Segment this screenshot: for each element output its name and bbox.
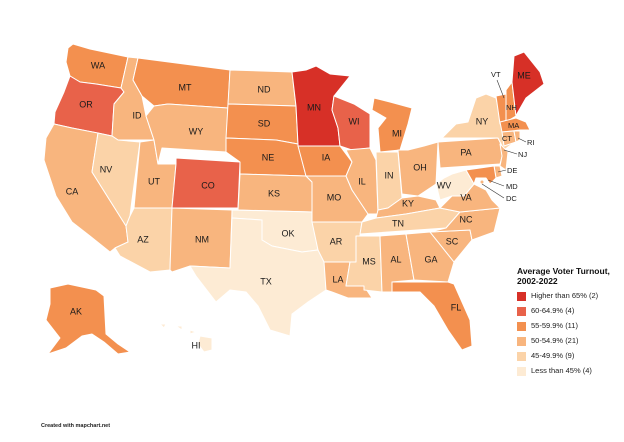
legend-title: Average Voter Turnout, 2002-2022 (517, 266, 610, 286)
state-tx[interactable] (189, 217, 327, 337)
state-mi[interactable] (371, 97, 413, 153)
label-ny: NY (476, 116, 489, 126)
label-md: MD (506, 182, 518, 191)
label-nd: ND (258, 84, 271, 94)
label-mo: MO (327, 192, 342, 202)
label-ca: CA (66, 186, 79, 196)
label-id: ID (133, 110, 143, 120)
label-al: AL (390, 254, 401, 264)
label-tn: TN (392, 218, 404, 228)
state-md[interactable] (465, 165, 497, 185)
legend-swatch (517, 352, 526, 361)
label-vt: VT (491, 70, 501, 79)
state-ut[interactable] (133, 139, 177, 209)
state-ak[interactable] (45, 283, 131, 355)
label-nv: NV (100, 164, 113, 174)
state-hi[interactable] (159, 323, 213, 353)
label-ky: KY (402, 198, 414, 208)
state-oh[interactable] (397, 141, 439, 197)
label-pa: PA (460, 147, 471, 157)
label-ne: NE (262, 152, 275, 162)
state-nv[interactable] (91, 132, 141, 227)
label-tx: TX (260, 276, 272, 286)
label-wy: WY (189, 126, 204, 136)
label-dc: DC (506, 194, 517, 203)
label-ia: IA (322, 152, 331, 162)
label-wi: WI (349, 116, 360, 126)
state-ga[interactable] (405, 231, 455, 283)
label-de: DE (507, 166, 517, 175)
legend-item: 50-54.9% (21) (517, 336, 621, 346)
state-co[interactable] (171, 157, 241, 209)
legend-item: 60-64.9% (4) (517, 306, 621, 316)
label-ok: OK (281, 228, 294, 238)
label-oh: OH (413, 162, 427, 172)
legend-label: Less than 45% (4) (531, 366, 592, 375)
label-nj: NJ (518, 150, 527, 159)
label-nh: NH (506, 103, 517, 112)
label-ks: KS (268, 188, 280, 198)
legend-item: 45-49.9% (9) (517, 351, 621, 361)
label-mi: MI (392, 128, 402, 138)
map-legend: Average Voter Turnout, 2002-2022 Higher … (517, 266, 621, 381)
label-sd: SD (258, 118, 271, 128)
state-fl[interactable] (391, 281, 473, 351)
label-ga: GA (424, 254, 437, 264)
label-nc: NC (460, 214, 473, 224)
label-ut: UT (148, 176, 160, 186)
label-mt: MT (179, 82, 192, 92)
state-ri[interactable] (513, 130, 521, 143)
label-az: AZ (137, 234, 149, 244)
legend-label: 60-64.9% (4) (531, 306, 575, 315)
legend-item: 55-59.9% (11) (517, 321, 621, 331)
credit-text: Created with mapchart.net (41, 423, 111, 429)
label-ri: RI (527, 138, 535, 147)
label-me: ME (517, 70, 531, 80)
label-co: CO (201, 180, 215, 190)
legend-item: Higher than 65% (2) (517, 291, 621, 301)
label-il: IL (358, 176, 366, 186)
legend-swatch (517, 322, 526, 331)
label-wv: WV (437, 180, 452, 190)
label-or: OR (79, 99, 93, 109)
state-il[interactable] (345, 147, 379, 215)
label-ct: CT (502, 134, 512, 143)
legend-items: Higher than 65% (2) 60-64.9% (4) 55-59.9… (517, 291, 621, 376)
label-nm: NM (195, 234, 209, 244)
legend-swatch (517, 367, 526, 376)
label-fl: FL (451, 302, 462, 312)
legend-item: Less than 45% (4) (517, 366, 621, 376)
label-hi: HI (192, 340, 201, 350)
state-wy[interactable] (145, 103, 229, 165)
legend-label: 50-54.9% (21) (531, 336, 579, 345)
legend-swatch (517, 292, 526, 301)
label-mn: MN (307, 102, 321, 112)
label-ar: AR (330, 236, 343, 246)
label-sc: SC (446, 236, 459, 246)
label-wa: WA (91, 60, 105, 70)
legend-label: Higher than 65% (2) (531, 291, 599, 300)
label-ak: AK (70, 306, 82, 316)
label-va: VA (460, 192, 471, 202)
legend-label: 55-59.9% (11) (531, 321, 578, 330)
legend-swatch (517, 307, 526, 316)
label-ma: MA (508, 121, 519, 130)
legend-swatch (517, 337, 526, 346)
legend-label: 45-49.9% (9) (531, 351, 575, 360)
state-dc[interactable] (479, 179, 485, 185)
label-ms: MS (362, 256, 376, 266)
label-in: IN (385, 170, 394, 180)
label-la: LA (332, 274, 343, 284)
state-me[interactable] (511, 51, 545, 117)
